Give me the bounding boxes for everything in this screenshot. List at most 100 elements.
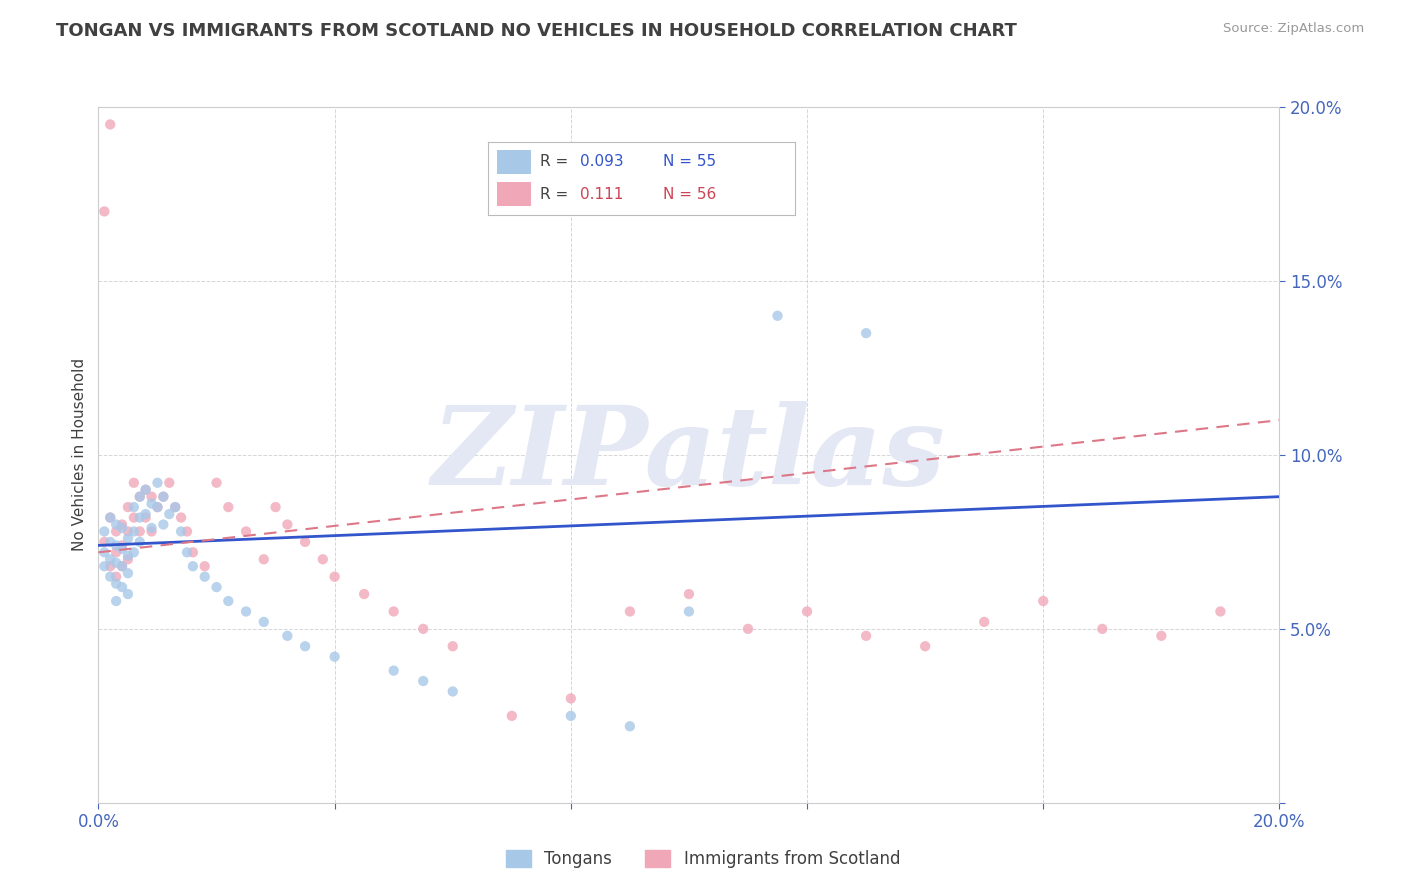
- Point: [737, 622, 759, 636]
- Point: [165, 500, 187, 514]
- Point: [141, 521, 163, 535]
- Point: [1032, 594, 1054, 608]
- Point: [117, 524, 139, 539]
- Point: [165, 500, 187, 514]
- Point: [855, 629, 877, 643]
- Point: [678, 605, 700, 619]
- Point: [105, 545, 128, 559]
- Point: [766, 309, 789, 323]
- Point: [117, 532, 139, 546]
- Point: [128, 524, 150, 539]
- Point: [1091, 622, 1114, 636]
- Point: [382, 605, 405, 619]
- Point: [855, 326, 877, 340]
- Point: [105, 576, 128, 591]
- Point: [560, 708, 582, 723]
- Point: [98, 570, 121, 584]
- Point: [128, 490, 150, 504]
- Point: [276, 517, 298, 532]
- Point: [560, 691, 582, 706]
- Point: [105, 517, 128, 532]
- Point: [135, 510, 157, 524]
- Point: [441, 639, 464, 653]
- Point: [135, 483, 157, 497]
- Point: [111, 521, 134, 535]
- Point: [117, 549, 139, 563]
- Point: [146, 475, 169, 490]
- Point: [146, 500, 169, 514]
- Text: R =: R =: [540, 187, 578, 202]
- Point: [141, 490, 163, 504]
- Point: [128, 510, 150, 524]
- Point: [111, 580, 134, 594]
- Point: [122, 475, 145, 490]
- Point: [217, 594, 239, 608]
- Point: [353, 587, 375, 601]
- Point: [111, 538, 134, 552]
- Point: [194, 570, 217, 584]
- Point: [619, 719, 641, 733]
- Point: [122, 545, 145, 559]
- Point: [217, 500, 239, 514]
- Point: [98, 510, 121, 524]
- Point: [111, 559, 134, 574]
- Point: [1150, 629, 1173, 643]
- Text: 0.111: 0.111: [581, 187, 624, 202]
- Text: N = 55: N = 55: [664, 154, 716, 169]
- Point: [235, 524, 257, 539]
- Point: [152, 490, 174, 504]
- Point: [264, 500, 287, 514]
- Point: [170, 524, 193, 539]
- Bar: [498, 182, 531, 206]
- Point: [412, 674, 434, 689]
- Bar: [498, 150, 531, 174]
- Point: [323, 649, 346, 664]
- Point: [181, 545, 204, 559]
- Text: 0.093: 0.093: [581, 154, 624, 169]
- Point: [93, 545, 115, 559]
- Point: [93, 534, 115, 549]
- Point: [205, 580, 228, 594]
- Point: [111, 517, 134, 532]
- Point: [157, 475, 180, 490]
- Point: [170, 510, 193, 524]
- Point: [152, 490, 174, 504]
- Point: [105, 594, 128, 608]
- Point: [117, 500, 139, 514]
- Point: [973, 615, 995, 629]
- Point: [914, 639, 936, 653]
- Text: ZIPatlas: ZIPatlas: [432, 401, 946, 508]
- Point: [294, 639, 316, 653]
- Point: [501, 708, 523, 723]
- Point: [205, 475, 228, 490]
- Point: [176, 545, 198, 559]
- Point: [105, 570, 128, 584]
- Point: [176, 524, 198, 539]
- Point: [194, 559, 217, 574]
- Point: [117, 587, 139, 601]
- Text: R =: R =: [540, 154, 574, 169]
- Point: [312, 552, 335, 566]
- Point: [619, 605, 641, 619]
- Text: TONGAN VS IMMIGRANTS FROM SCOTLAND NO VEHICLES IN HOUSEHOLD CORRELATION CHART: TONGAN VS IMMIGRANTS FROM SCOTLAND NO VE…: [56, 22, 1017, 40]
- Y-axis label: No Vehicles in Household: No Vehicles in Household: [72, 359, 87, 551]
- Point: [98, 117, 121, 131]
- Point: [146, 500, 169, 514]
- Point: [122, 500, 145, 514]
- Point: [117, 566, 139, 581]
- Text: N = 56: N = 56: [664, 187, 717, 202]
- Point: [412, 622, 434, 636]
- Point: [141, 524, 163, 539]
- Point: [93, 524, 115, 539]
- Point: [181, 559, 204, 574]
- Point: [323, 570, 346, 584]
- Point: [796, 605, 818, 619]
- Point: [235, 605, 257, 619]
- Point: [276, 629, 298, 643]
- Point: [93, 559, 115, 574]
- Point: [122, 524, 145, 539]
- Point: [135, 483, 157, 497]
- Point: [93, 204, 115, 219]
- Point: [382, 664, 405, 678]
- Point: [128, 490, 150, 504]
